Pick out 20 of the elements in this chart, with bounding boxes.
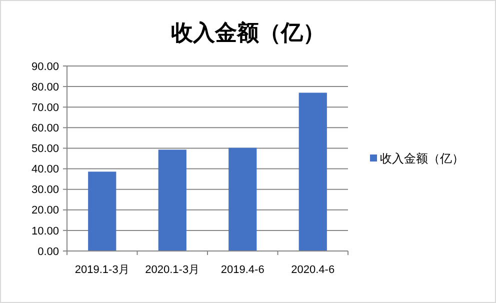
y-tick-label: 60.00 [31,122,59,135]
bar [88,172,116,251]
bar [298,92,327,251]
y-tick-label: 30.00 [31,184,59,196]
y-tick-label: 50.00 [31,143,59,156]
y-tick-label: 80.00 [31,81,59,94]
x-tick-label: 2019.4-6 [220,264,264,276]
y-tick-label: 0.00 [38,246,59,258]
x-tick-label: 2020.1-3月 [145,264,200,276]
y-tick-label: 20.00 [31,204,59,217]
x-tick-label: 2020.4-6 [291,264,335,276]
chart-title: 收入金额（亿） [171,20,325,45]
y-tick-label: 90.00 [31,60,59,73]
bar [228,148,257,251]
legend-label: 收入金额（亿） [380,152,464,166]
x-tick-label: 2019.1-3月 [74,264,130,276]
y-tick-label: 10.00 [31,225,59,238]
y-tick-label: 40.00 [31,164,59,176]
y-tick-label: 70.00 [31,102,59,114]
bar [158,150,186,251]
